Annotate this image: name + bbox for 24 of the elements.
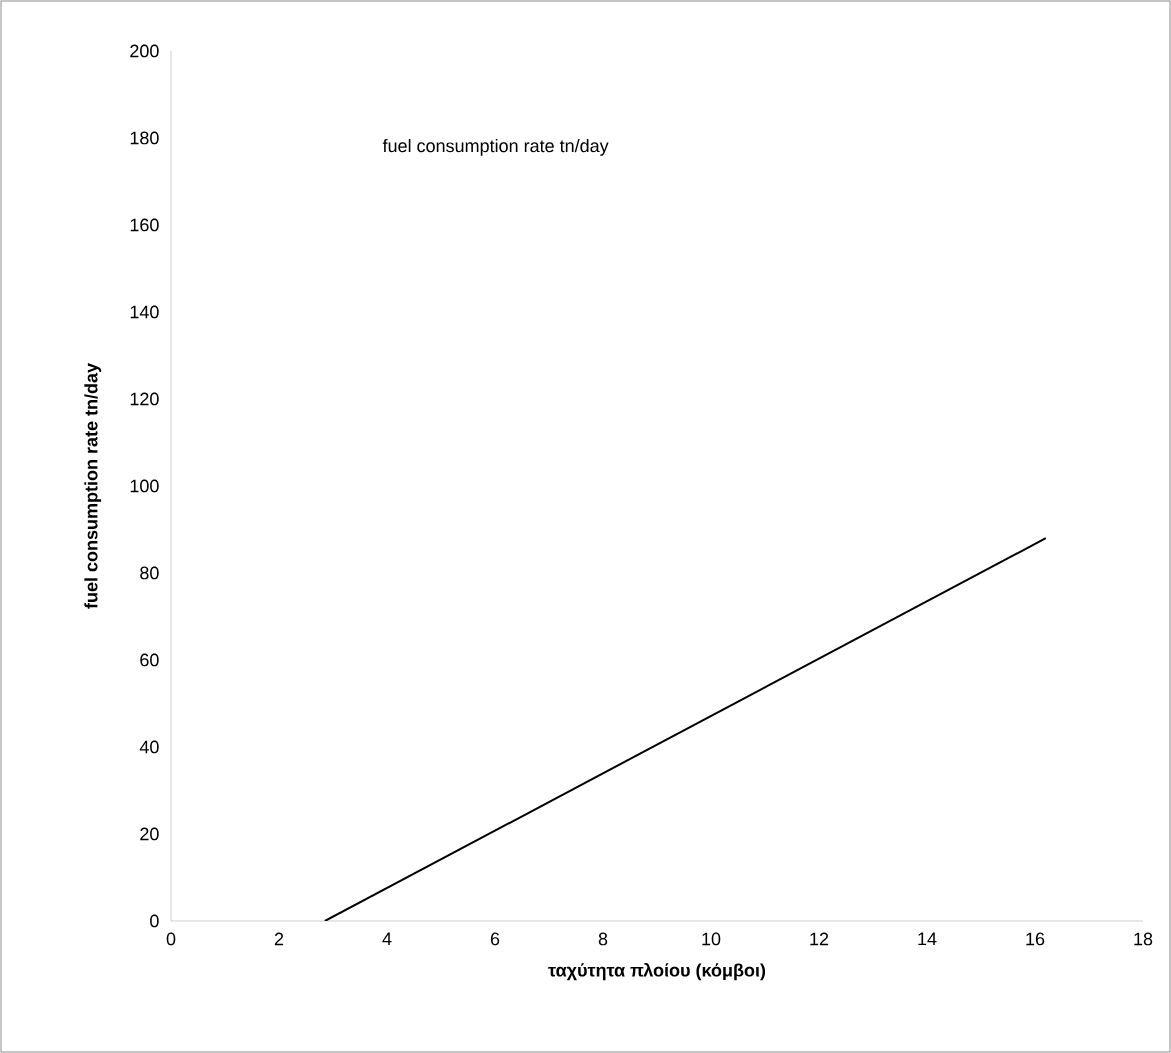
x-tick-label: 14	[918, 932, 937, 945]
x-tick-label: 10	[702, 932, 721, 946]
x-axis-title: ταχύτητα πλοίου (κόμβοι)	[548, 962, 766, 981]
y-tick-label: 20	[140, 827, 159, 841]
x-tick-label: 0	[166, 932, 176, 946]
y-tick-label: 0	[150, 914, 159, 928]
y-tick-label: 60	[140, 653, 159, 667]
y-tick-label: 120	[130, 392, 159, 406]
x-tick-label: 4	[382, 932, 392, 945]
y-tick-label: 180	[130, 131, 159, 145]
y-tick-label: 200	[130, 44, 159, 58]
y-tick-label: 100	[130, 479, 159, 493]
x-tick-label: 12	[810, 932, 829, 946]
x-tick-label: 16	[1026, 932, 1045, 946]
y-tick-label: 160	[130, 218, 159, 232]
y-tick-label: 40	[139, 740, 159, 754]
y-axis-title: fuel consumption rate tn/day	[84, 363, 102, 609]
text: fuel consumption rate tn/day	[382, 138, 609, 156]
y-tick-label: 140	[130, 305, 159, 319]
x-tick-label: 18	[1134, 932, 1153, 946]
y-tick-label: 80	[140, 566, 159, 580]
x-tick-label: 6	[490, 932, 500, 946]
x-tick-label: 8	[598, 932, 608, 946]
x-tick-label: 2	[274, 932, 284, 946]
